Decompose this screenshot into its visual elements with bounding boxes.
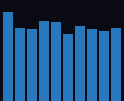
Bar [27, 29, 37, 101]
Bar [3, 12, 13, 101]
Bar [75, 26, 85, 101]
Bar [87, 29, 97, 101]
Bar [111, 28, 121, 101]
Bar [51, 22, 61, 101]
Bar [99, 31, 109, 101]
Bar [39, 21, 49, 101]
Bar [15, 28, 25, 101]
Bar [63, 34, 73, 101]
